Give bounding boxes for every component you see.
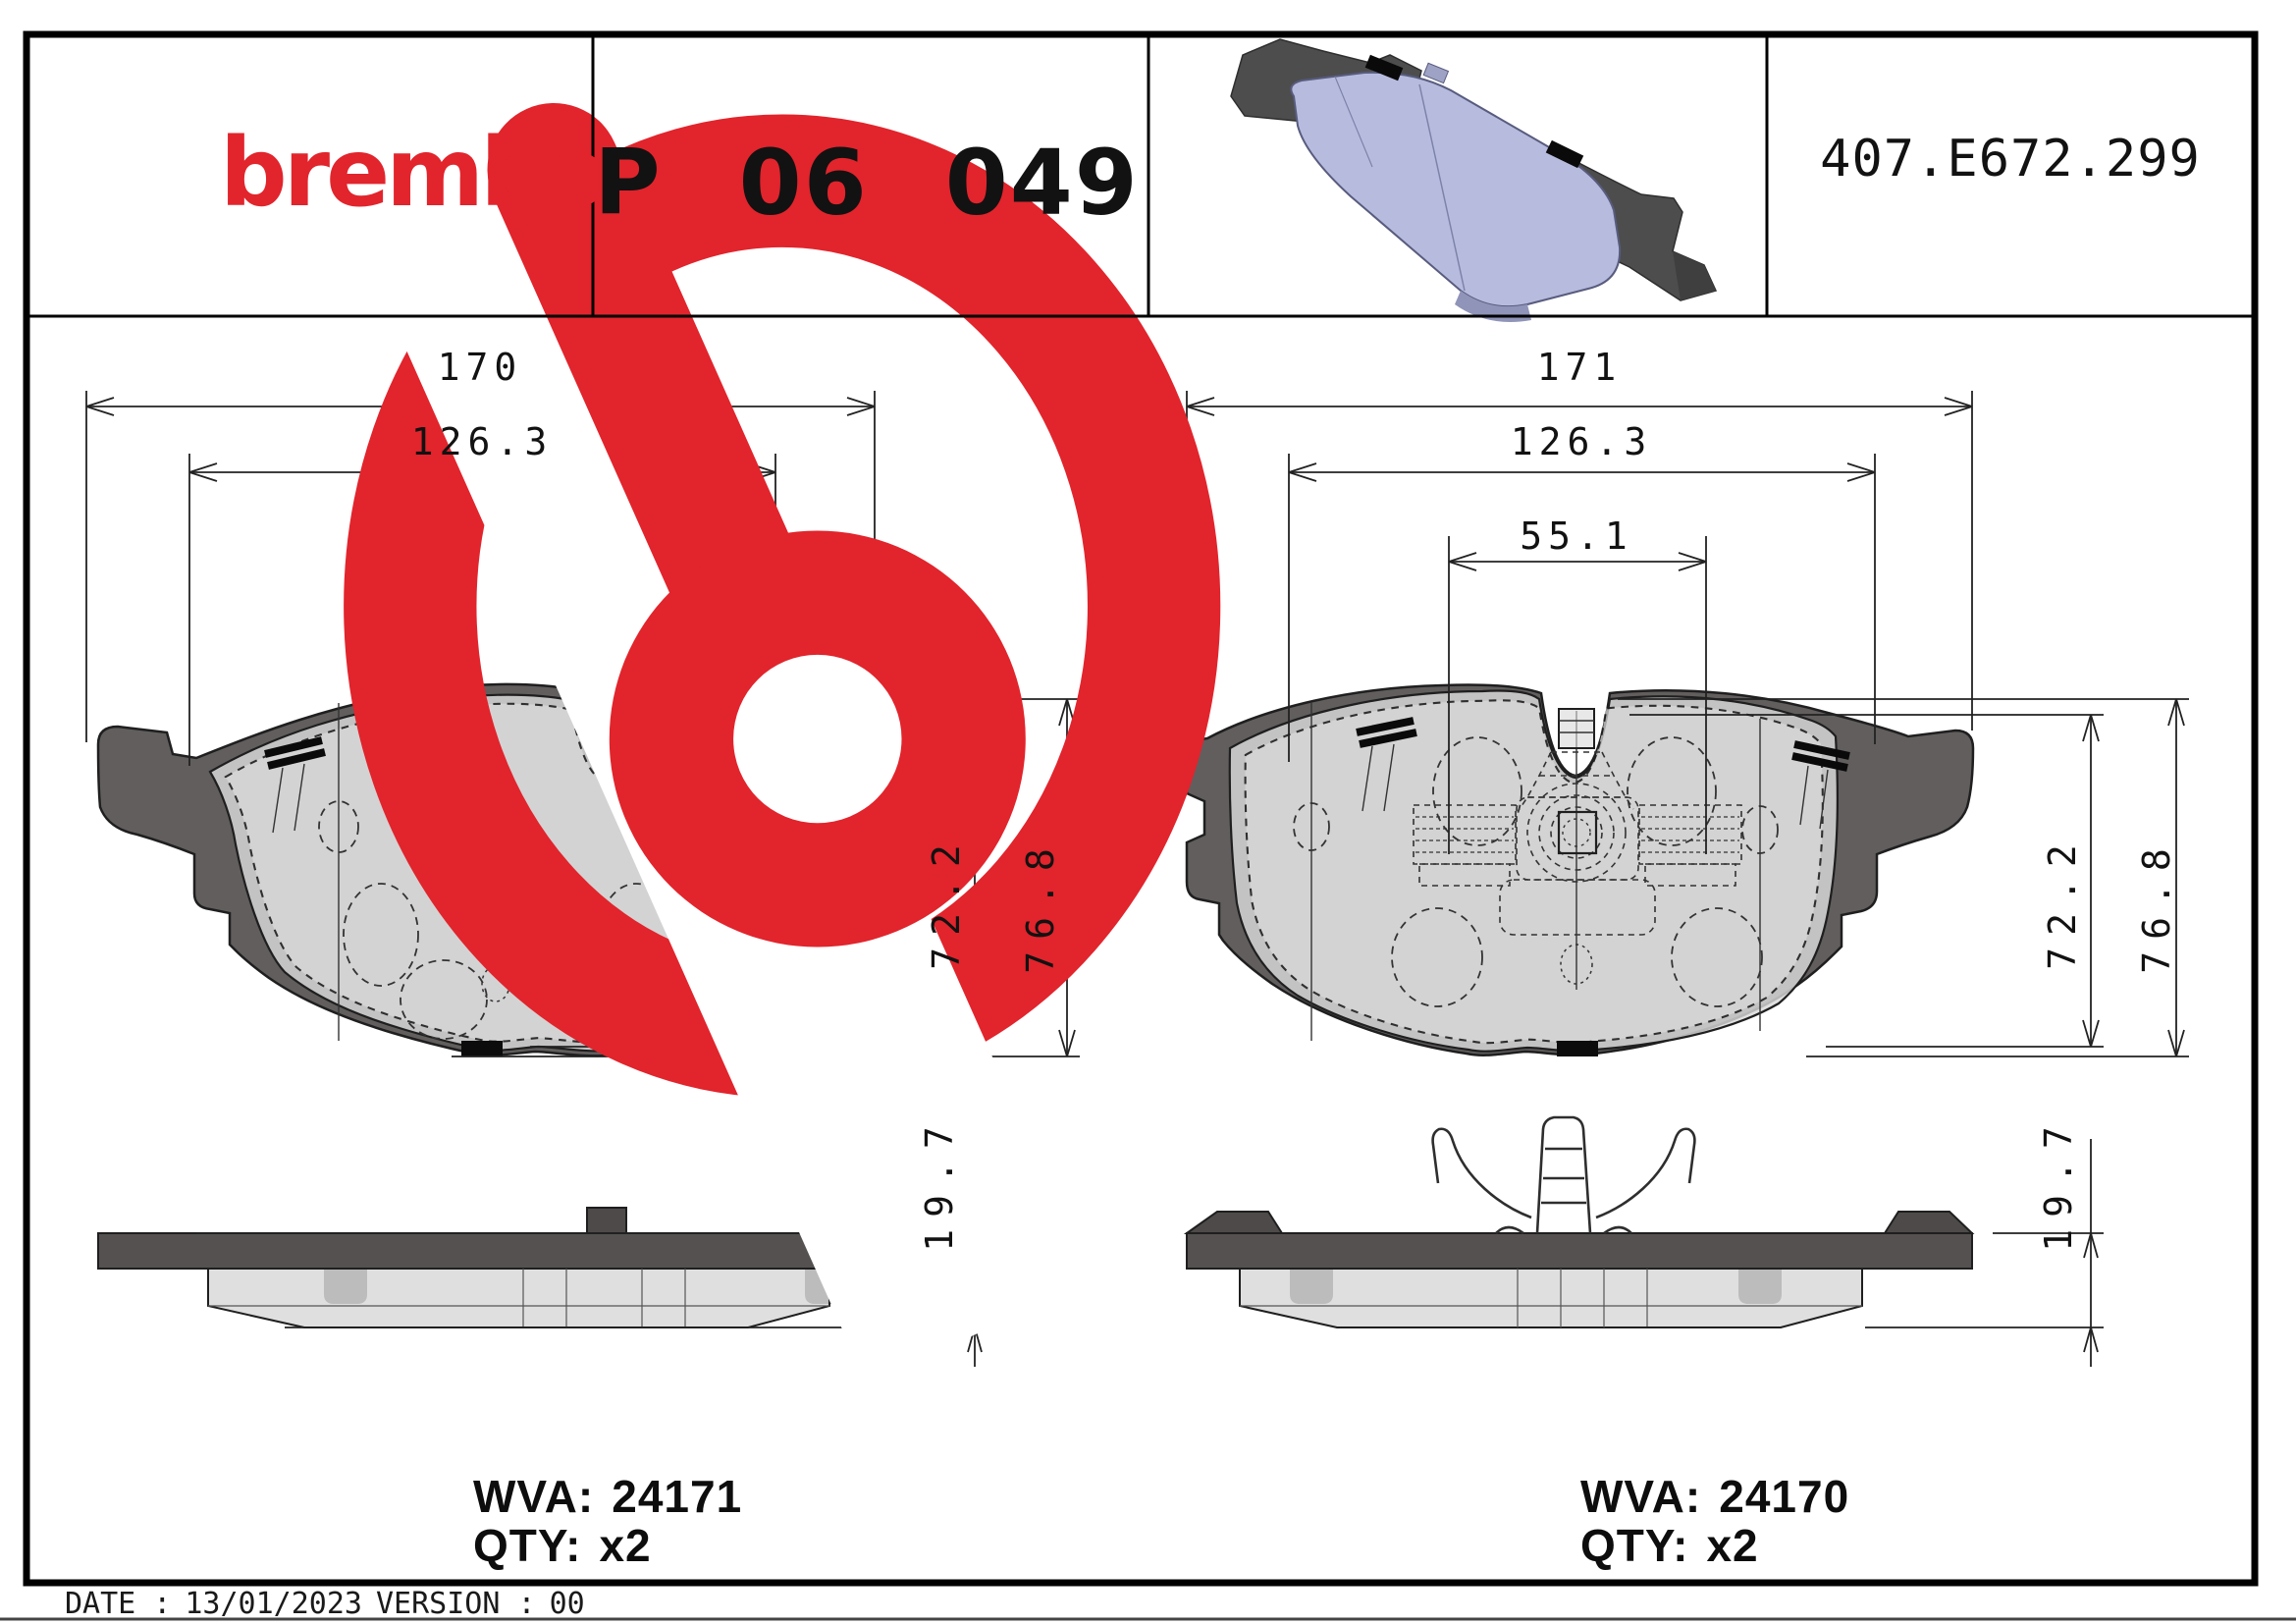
- left-dim-pad-width: 126.3: [410, 420, 554, 463]
- header-3d-render: [1230, 38, 1718, 322]
- footer-version-value: 00: [549, 1587, 585, 1621]
- left-wva-label: WVA:: [473, 1471, 595, 1522]
- right-dim-total-width: 171: [1536, 346, 1623, 389]
- spring-clip: [1431, 1115, 1696, 1235]
- part-number: P 06 049: [594, 130, 1140, 236]
- right-qty-value: x2: [1706, 1519, 1759, 1571]
- right-wva-label: WVA:: [1580, 1471, 1702, 1522]
- left-dim-total-width: 170: [437, 346, 523, 389]
- left-wva-row: WVA: 24171: [473, 1471, 743, 1522]
- right-wva-block: WVA: 24170 QTY: x2: [1580, 1471, 1850, 1571]
- right-dimension-lines: [1186, 391, 2189, 1367]
- footer-revision-line: DATE : 13/01/2023 VERSION : 00: [65, 1587, 599, 1621]
- title-block-frame: [0, 30, 2296, 1621]
- reference-number: 407.E672.299: [1820, 130, 2201, 189]
- left-qty-label: QTY:: [473, 1519, 582, 1571]
- footer-version-label: VERSION :: [376, 1587, 536, 1621]
- left-qty-value: x2: [599, 1519, 652, 1571]
- wear-sensor-detail: [1413, 708, 1742, 990]
- right-wva-value: 24170: [1719, 1471, 1850, 1522]
- right-dim-pad-width: 126.3: [1510, 420, 1653, 463]
- right-dim-thickness: 19.7: [2037, 1114, 2080, 1252]
- right-qty-row: QTY: x2: [1580, 1519, 1849, 1571]
- brembo-wordmark: brembo: [220, 118, 609, 228]
- right-dim-pad-height: 72.2: [2041, 833, 2084, 970]
- left-dim-thickness: 19.7: [918, 1114, 961, 1252]
- left-wva-value: 24171: [612, 1471, 743, 1522]
- footer-date-label: DATE :: [65, 1587, 172, 1621]
- right-pad-side-view: [1183, 1115, 1975, 1328]
- right-qty-label: QTY:: [1580, 1519, 1689, 1571]
- footer-date-value: 13/01/2023: [185, 1587, 362, 1621]
- right-dim-total-height: 76.8: [2135, 837, 2178, 974]
- left-dim-pad-height: 72.2: [925, 833, 968, 970]
- left-pad-side-view: [97, 1207, 875, 1328]
- left-qty-row: QTY: x2: [473, 1519, 742, 1571]
- right-wva-row: WVA: 24170: [1580, 1471, 1850, 1522]
- right-dim-sensor-width: 55.1: [1520, 514, 1633, 558]
- left-dim-total-height: 76.8: [1019, 837, 1062, 974]
- right-pad-front-view: [1185, 683, 1975, 1056]
- left-wva-block: WVA: 24171 QTY: x2: [473, 1471, 743, 1571]
